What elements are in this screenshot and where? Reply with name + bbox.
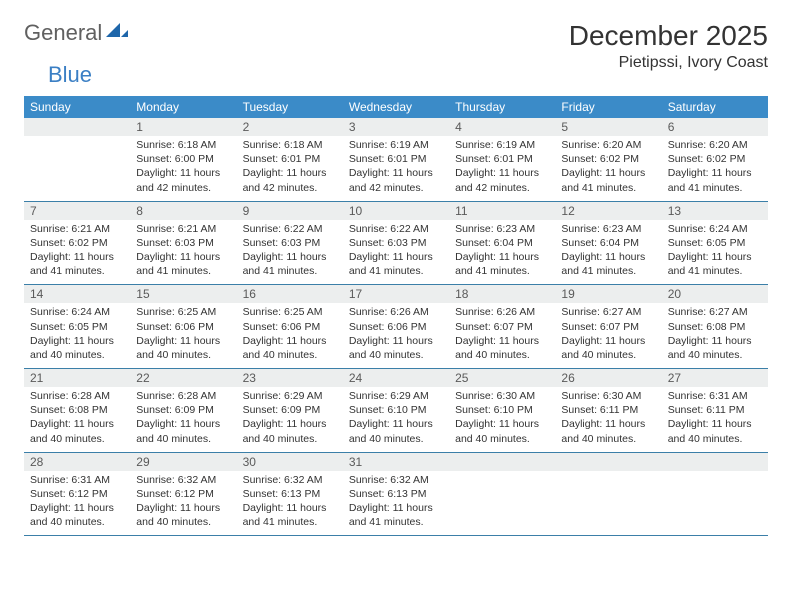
day-number-cell xyxy=(555,452,661,471)
day-number-cell: 30 xyxy=(237,452,343,471)
day-number-cell: 6 xyxy=(662,118,768,136)
location-label: Pietipssi, Ivory Coast xyxy=(569,54,768,72)
dow-sunday: Sunday xyxy=(24,96,130,118)
day-info-cell: Sunrise: 6:18 AMSunset: 6:01 PMDaylight:… xyxy=(237,136,343,201)
day-info-cell: Sunrise: 6:27 AMSunset: 6:08 PMDaylight:… xyxy=(662,303,768,368)
day-number-cell: 18 xyxy=(449,285,555,304)
day-number-cell: 20 xyxy=(662,285,768,304)
day-number-cell: 15 xyxy=(130,285,236,304)
day-info-cell: Sunrise: 6:30 AMSunset: 6:11 PMDaylight:… xyxy=(555,387,661,452)
day-number-cell: 8 xyxy=(130,201,236,220)
logo: General xyxy=(24,20,130,46)
day-number-cell: 4 xyxy=(449,118,555,136)
day-info-cell: Sunrise: 6:18 AMSunset: 6:00 PMDaylight:… xyxy=(130,136,236,201)
day-number-cell: 12 xyxy=(555,201,661,220)
info-row: Sunrise: 6:28 AMSunset: 6:08 PMDaylight:… xyxy=(24,387,768,452)
day-info-cell: Sunrise: 6:26 AMSunset: 6:07 PMDaylight:… xyxy=(449,303,555,368)
day-info-cell: Sunrise: 6:31 AMSunset: 6:12 PMDaylight:… xyxy=(24,471,130,536)
logo-sail-icon xyxy=(106,22,128,45)
logo-text-blue: Blue xyxy=(48,62,92,87)
calendar-body: 123456Sunrise: 6:18 AMSunset: 6:00 PMDay… xyxy=(24,118,768,536)
day-info-cell: Sunrise: 6:23 AMSunset: 6:04 PMDaylight:… xyxy=(449,220,555,285)
day-info-cell xyxy=(449,471,555,536)
day-number-cell: 24 xyxy=(343,369,449,388)
dow-friday: Friday xyxy=(555,96,661,118)
month-title: December 2025 xyxy=(569,20,768,52)
day-info-cell: Sunrise: 6:25 AMSunset: 6:06 PMDaylight:… xyxy=(237,303,343,368)
day-number-cell: 28 xyxy=(24,452,130,471)
calendar-page: General December 2025 Pietipssi, Ivory C… xyxy=(0,0,792,546)
dow-tuesday: Tuesday xyxy=(237,96,343,118)
day-number-cell: 7 xyxy=(24,201,130,220)
daynum-row: 78910111213 xyxy=(24,201,768,220)
day-info-cell: Sunrise: 6:22 AMSunset: 6:03 PMDaylight:… xyxy=(343,220,449,285)
daynum-row: 123456 xyxy=(24,118,768,136)
day-info-cell: Sunrise: 6:27 AMSunset: 6:07 PMDaylight:… xyxy=(555,303,661,368)
day-info-cell: Sunrise: 6:19 AMSunset: 6:01 PMDaylight:… xyxy=(343,136,449,201)
day-info-cell: Sunrise: 6:20 AMSunset: 6:02 PMDaylight:… xyxy=(662,136,768,201)
dow-thursday: Thursday xyxy=(449,96,555,118)
day-number-cell: 23 xyxy=(237,369,343,388)
day-number-cell: 31 xyxy=(343,452,449,471)
day-info-cell: Sunrise: 6:19 AMSunset: 6:01 PMDaylight:… xyxy=(449,136,555,201)
day-number-cell: 19 xyxy=(555,285,661,304)
day-info-cell: Sunrise: 6:32 AMSunset: 6:13 PMDaylight:… xyxy=(343,471,449,536)
daynum-row: 21222324252627 xyxy=(24,369,768,388)
day-info-cell: Sunrise: 6:23 AMSunset: 6:04 PMDaylight:… xyxy=(555,220,661,285)
day-info-cell xyxy=(662,471,768,536)
info-row: Sunrise: 6:24 AMSunset: 6:05 PMDaylight:… xyxy=(24,303,768,368)
dow-saturday: Saturday xyxy=(662,96,768,118)
dow-header-row: Sunday Monday Tuesday Wednesday Thursday… xyxy=(24,96,768,118)
day-info-cell: Sunrise: 6:25 AMSunset: 6:06 PMDaylight:… xyxy=(130,303,236,368)
info-row: Sunrise: 6:31 AMSunset: 6:12 PMDaylight:… xyxy=(24,471,768,536)
day-info-cell: Sunrise: 6:31 AMSunset: 6:11 PMDaylight:… xyxy=(662,387,768,452)
day-info-cell: Sunrise: 6:24 AMSunset: 6:05 PMDaylight:… xyxy=(662,220,768,285)
day-info-cell: Sunrise: 6:26 AMSunset: 6:06 PMDaylight:… xyxy=(343,303,449,368)
day-info-cell: Sunrise: 6:28 AMSunset: 6:09 PMDaylight:… xyxy=(130,387,236,452)
day-info-cell: Sunrise: 6:29 AMSunset: 6:10 PMDaylight:… xyxy=(343,387,449,452)
day-number-cell: 21 xyxy=(24,369,130,388)
info-row: Sunrise: 6:21 AMSunset: 6:02 PMDaylight:… xyxy=(24,220,768,285)
day-number-cell: 22 xyxy=(130,369,236,388)
day-number-cell xyxy=(662,452,768,471)
day-number-cell: 26 xyxy=(555,369,661,388)
day-number-cell: 16 xyxy=(237,285,343,304)
day-number-cell: 1 xyxy=(130,118,236,136)
dow-monday: Monday xyxy=(130,96,236,118)
title-block: December 2025 Pietipssi, Ivory Coast xyxy=(569,20,768,78)
info-row: Sunrise: 6:18 AMSunset: 6:00 PMDaylight:… xyxy=(24,136,768,201)
day-number-cell: 25 xyxy=(449,369,555,388)
day-number-cell xyxy=(24,118,130,136)
day-info-cell: Sunrise: 6:29 AMSunset: 6:09 PMDaylight:… xyxy=(237,387,343,452)
day-number-cell xyxy=(449,452,555,471)
day-number-cell: 11 xyxy=(449,201,555,220)
day-info-cell: Sunrise: 6:32 AMSunset: 6:13 PMDaylight:… xyxy=(237,471,343,536)
day-info-cell xyxy=(555,471,661,536)
day-number-cell: 29 xyxy=(130,452,236,471)
daynum-row: 28293031 xyxy=(24,452,768,471)
day-number-cell: 3 xyxy=(343,118,449,136)
day-number-cell: 9 xyxy=(237,201,343,220)
day-number-cell: 10 xyxy=(343,201,449,220)
daynum-row: 14151617181920 xyxy=(24,285,768,304)
day-info-cell: Sunrise: 6:32 AMSunset: 6:12 PMDaylight:… xyxy=(130,471,236,536)
day-number-cell: 17 xyxy=(343,285,449,304)
day-info-cell: Sunrise: 6:20 AMSunset: 6:02 PMDaylight:… xyxy=(555,136,661,201)
day-info-cell: Sunrise: 6:21 AMSunset: 6:02 PMDaylight:… xyxy=(24,220,130,285)
dow-wednesday: Wednesday xyxy=(343,96,449,118)
day-info-cell: Sunrise: 6:28 AMSunset: 6:08 PMDaylight:… xyxy=(24,387,130,452)
day-info-cell: Sunrise: 6:30 AMSunset: 6:10 PMDaylight:… xyxy=(449,387,555,452)
day-number-cell: 2 xyxy=(237,118,343,136)
logo-text-general: General xyxy=(24,20,102,46)
day-info-cell: Sunrise: 6:22 AMSunset: 6:03 PMDaylight:… xyxy=(237,220,343,285)
day-number-cell: 5 xyxy=(555,118,661,136)
day-number-cell: 13 xyxy=(662,201,768,220)
day-number-cell: 27 xyxy=(662,369,768,388)
day-info-cell xyxy=(24,136,130,201)
calendar-table: Sunday Monday Tuesday Wednesday Thursday… xyxy=(24,96,768,536)
day-info-cell: Sunrise: 6:21 AMSunset: 6:03 PMDaylight:… xyxy=(130,220,236,285)
day-number-cell: 14 xyxy=(24,285,130,304)
day-info-cell: Sunrise: 6:24 AMSunset: 6:05 PMDaylight:… xyxy=(24,303,130,368)
